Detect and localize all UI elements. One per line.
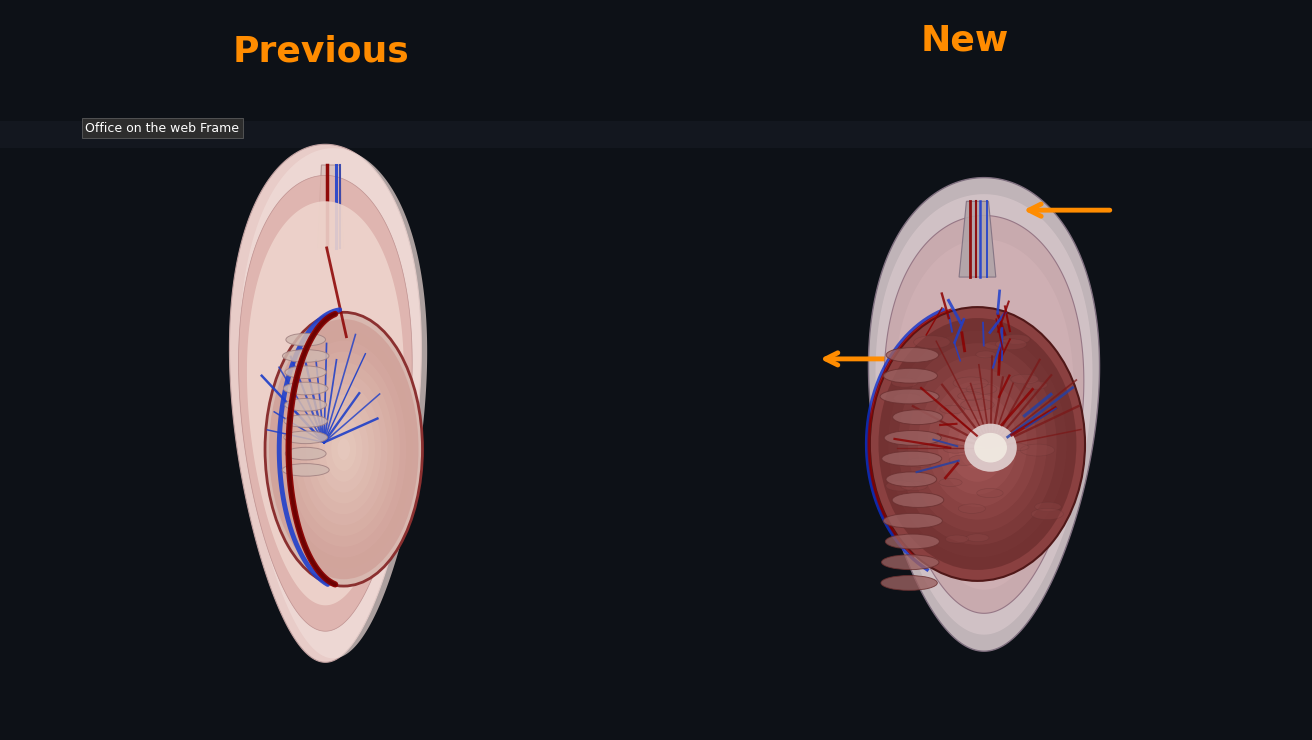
Ellipse shape <box>285 447 327 460</box>
Ellipse shape <box>886 481 914 491</box>
Bar <box>0 121 1312 148</box>
Ellipse shape <box>899 343 1056 545</box>
Text: Previous: Previous <box>234 35 409 69</box>
Ellipse shape <box>300 373 387 525</box>
Ellipse shape <box>282 350 329 363</box>
Ellipse shape <box>265 312 422 586</box>
Ellipse shape <box>908 356 1047 532</box>
Ellipse shape <box>928 381 1027 507</box>
Ellipse shape <box>966 384 997 394</box>
Polygon shape <box>230 144 421 662</box>
Ellipse shape <box>918 369 1036 519</box>
Ellipse shape <box>337 438 350 460</box>
Ellipse shape <box>285 366 327 379</box>
Ellipse shape <box>958 504 985 514</box>
Ellipse shape <box>900 481 928 491</box>
Ellipse shape <box>283 414 328 428</box>
Polygon shape <box>247 201 404 605</box>
Ellipse shape <box>283 431 328 444</box>
Text: Office on the web Frame: Office on the web Frame <box>85 121 239 135</box>
Ellipse shape <box>276 330 412 568</box>
Ellipse shape <box>269 319 419 579</box>
Ellipse shape <box>879 318 1076 570</box>
Ellipse shape <box>939 479 962 486</box>
Polygon shape <box>318 165 344 248</box>
Ellipse shape <box>884 431 941 445</box>
Ellipse shape <box>886 472 937 487</box>
Ellipse shape <box>967 534 989 542</box>
Ellipse shape <box>953 377 988 389</box>
Ellipse shape <box>886 348 938 363</box>
Ellipse shape <box>880 576 937 591</box>
Polygon shape <box>239 148 428 659</box>
Ellipse shape <box>949 455 979 465</box>
Ellipse shape <box>1035 502 1061 511</box>
Ellipse shape <box>947 406 1008 482</box>
Polygon shape <box>959 201 996 277</box>
Ellipse shape <box>307 384 382 514</box>
Ellipse shape <box>294 363 394 536</box>
Ellipse shape <box>325 417 362 482</box>
Ellipse shape <box>984 342 1005 349</box>
Polygon shape <box>869 178 1099 651</box>
Polygon shape <box>875 194 1093 635</box>
Ellipse shape <box>913 336 950 349</box>
Ellipse shape <box>996 339 1027 349</box>
Ellipse shape <box>1009 444 1029 451</box>
Ellipse shape <box>287 352 400 547</box>
Ellipse shape <box>870 307 1085 581</box>
Ellipse shape <box>332 428 357 471</box>
Ellipse shape <box>892 410 943 425</box>
Ellipse shape <box>883 369 938 383</box>
Ellipse shape <box>938 394 1017 494</box>
Ellipse shape <box>974 433 1008 462</box>
Polygon shape <box>239 175 412 631</box>
Ellipse shape <box>943 445 968 453</box>
Ellipse shape <box>967 431 988 457</box>
Ellipse shape <box>892 493 943 508</box>
Ellipse shape <box>282 463 329 477</box>
Text: New: New <box>920 24 1009 58</box>
Ellipse shape <box>893 394 921 403</box>
Ellipse shape <box>1010 374 1039 384</box>
Ellipse shape <box>958 391 983 400</box>
Ellipse shape <box>285 398 327 411</box>
Ellipse shape <box>1023 381 1047 389</box>
Ellipse shape <box>960 399 994 411</box>
Ellipse shape <box>946 535 968 543</box>
Polygon shape <box>884 215 1084 613</box>
Ellipse shape <box>282 341 407 557</box>
Ellipse shape <box>1021 444 1055 456</box>
Ellipse shape <box>1002 334 1030 344</box>
Ellipse shape <box>907 458 933 467</box>
Ellipse shape <box>882 451 942 466</box>
Ellipse shape <box>319 406 369 493</box>
Ellipse shape <box>939 406 964 414</box>
Ellipse shape <box>883 514 942 528</box>
Ellipse shape <box>891 378 917 387</box>
Ellipse shape <box>283 382 328 395</box>
Ellipse shape <box>286 333 325 346</box>
Ellipse shape <box>880 389 939 404</box>
Ellipse shape <box>882 555 939 570</box>
Ellipse shape <box>958 419 997 469</box>
Ellipse shape <box>888 331 1067 557</box>
Ellipse shape <box>976 351 996 358</box>
Polygon shape <box>895 239 1073 590</box>
Ellipse shape <box>976 488 1004 497</box>
Ellipse shape <box>886 534 939 549</box>
Ellipse shape <box>312 395 375 503</box>
Ellipse shape <box>972 460 991 465</box>
Ellipse shape <box>964 423 1017 472</box>
Ellipse shape <box>1031 508 1064 519</box>
